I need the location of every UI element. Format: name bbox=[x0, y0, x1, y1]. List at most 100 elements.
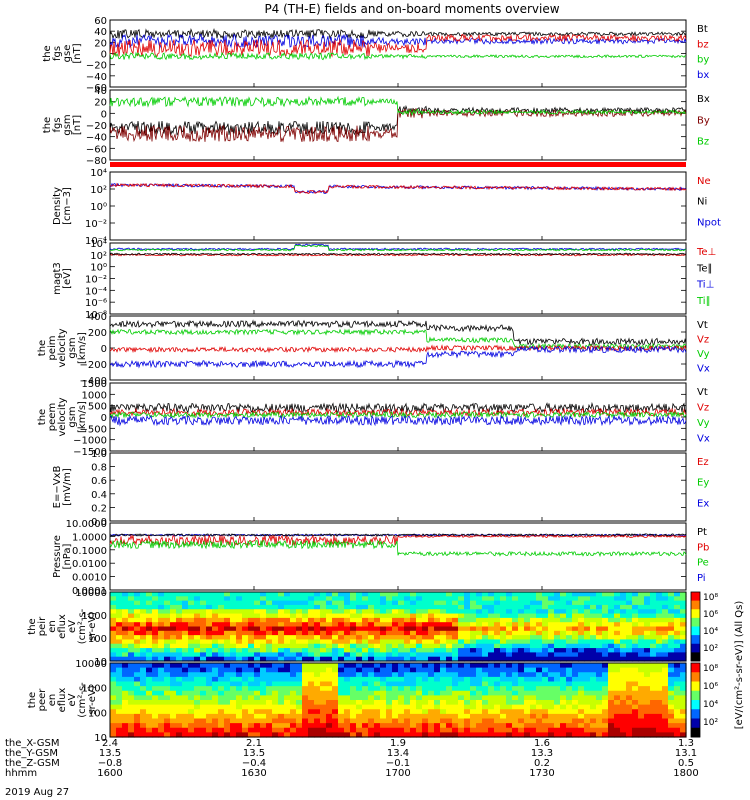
spectro-cell bbox=[182, 613, 189, 619]
x-row-value: 2.4 bbox=[102, 738, 118, 749]
spectro-cell bbox=[182, 622, 189, 628]
spectro-cell bbox=[632, 700, 639, 706]
spectro-cell bbox=[332, 635, 339, 641]
spectro-cell bbox=[272, 690, 279, 696]
spectro-cell bbox=[440, 626, 447, 632]
spectro-cell bbox=[200, 676, 207, 683]
spectro-cell bbox=[176, 713, 183, 720]
spectro-cell bbox=[644, 663, 651, 669]
spectro-cell bbox=[350, 626, 357, 632]
spectro-cell bbox=[458, 727, 465, 733]
spectro-cell bbox=[674, 656, 681, 662]
spectro-cell bbox=[212, 626, 219, 632]
spectro-cell bbox=[476, 656, 483, 662]
spectro-cell bbox=[548, 630, 555, 636]
spectro-cell bbox=[350, 695, 357, 701]
spectro-cell bbox=[122, 622, 129, 628]
spectro-cell bbox=[170, 652, 177, 658]
spectro-cell bbox=[260, 630, 267, 636]
spectro-cell bbox=[224, 723, 231, 729]
spectro-cell bbox=[554, 681, 561, 687]
spectro-cell bbox=[500, 617, 507, 623]
spectro-cell bbox=[248, 690, 255, 696]
spectro-cell bbox=[398, 652, 405, 658]
spectro-cell bbox=[200, 681, 207, 687]
spectro-cell bbox=[530, 600, 537, 606]
spectro-cell bbox=[674, 690, 681, 696]
spectro-cell bbox=[578, 681, 585, 687]
spectro-cell bbox=[392, 700, 399, 706]
spectro-cell bbox=[632, 704, 639, 710]
spectro-cell bbox=[446, 600, 453, 606]
spectro-cell bbox=[164, 709, 171, 715]
spectro-cell bbox=[404, 648, 411, 653]
spectro-cell bbox=[332, 626, 339, 632]
spectro-cell bbox=[374, 704, 381, 710]
legend-entry: Vy bbox=[697, 349, 710, 360]
spectro-cell bbox=[266, 626, 273, 632]
spectro-cell bbox=[518, 626, 525, 632]
spectro-cell bbox=[398, 727, 405, 733]
spectro-cell bbox=[278, 667, 285, 673]
spectro-cell bbox=[176, 596, 183, 602]
spectro-cell bbox=[410, 592, 417, 597]
spectro-cell bbox=[578, 635, 585, 641]
spectro-cell bbox=[164, 613, 171, 619]
spectro-cell bbox=[548, 596, 555, 602]
spectro-cell bbox=[218, 718, 225, 724]
spectro-cell bbox=[464, 626, 471, 632]
spectro-cell bbox=[614, 718, 621, 724]
spectro-cell bbox=[506, 727, 513, 733]
spectro-cell bbox=[152, 663, 159, 669]
spectro-cell bbox=[182, 723, 189, 729]
spectro-cell bbox=[362, 718, 369, 724]
spectro-cell bbox=[494, 592, 501, 597]
spectro-cell bbox=[338, 676, 345, 683]
spectro-cell bbox=[176, 672, 183, 678]
spectro-cell bbox=[470, 596, 477, 602]
spectro-cell bbox=[428, 676, 435, 683]
spectro-cell bbox=[602, 723, 609, 729]
spectro-cell bbox=[236, 596, 243, 602]
spectro-cell bbox=[398, 681, 405, 687]
spectro-cell bbox=[404, 718, 411, 724]
spectro-cell bbox=[194, 648, 201, 653]
spectro-cell bbox=[266, 600, 273, 606]
spectro-cell bbox=[548, 639, 555, 645]
spectro-cell bbox=[302, 718, 309, 724]
spectro-cell bbox=[560, 709, 567, 715]
spectro-cell bbox=[650, 690, 657, 696]
spectro-cell bbox=[332, 672, 339, 678]
spectro-cell bbox=[476, 639, 483, 645]
spectro-cell bbox=[590, 727, 597, 733]
spectro-cell bbox=[482, 690, 489, 696]
spectro-cell bbox=[434, 613, 441, 619]
spectro-cell bbox=[146, 592, 153, 597]
spectro-cell bbox=[362, 639, 369, 645]
spectro-cell bbox=[422, 718, 429, 724]
spectro-cell bbox=[320, 630, 327, 636]
spectro-cell bbox=[458, 732, 465, 738]
spectro-cell bbox=[410, 617, 417, 623]
spectro-cell bbox=[494, 600, 501, 606]
spectro-cell bbox=[224, 626, 231, 632]
spectro-cell bbox=[488, 592, 495, 597]
spectro-cell bbox=[482, 609, 489, 615]
spectro-cell bbox=[446, 704, 453, 710]
spectro-cell bbox=[464, 704, 471, 710]
spectro-cell bbox=[146, 652, 153, 658]
spectro-cell bbox=[230, 690, 237, 696]
spectro-cell bbox=[632, 648, 639, 653]
spectro-cell bbox=[638, 663, 645, 669]
spectro-cell bbox=[632, 592, 639, 597]
spectro-cell bbox=[452, 639, 459, 645]
spectro-cell bbox=[458, 656, 465, 662]
spectro-cell bbox=[614, 600, 621, 606]
spectro-cell bbox=[188, 700, 195, 706]
spectro-cell bbox=[212, 663, 219, 669]
spectro-cell bbox=[638, 723, 645, 729]
spectro-cell bbox=[440, 672, 447, 678]
spectro-cell bbox=[488, 713, 495, 720]
spectro-cell bbox=[392, 648, 399, 653]
spectro-cell bbox=[644, 600, 651, 606]
